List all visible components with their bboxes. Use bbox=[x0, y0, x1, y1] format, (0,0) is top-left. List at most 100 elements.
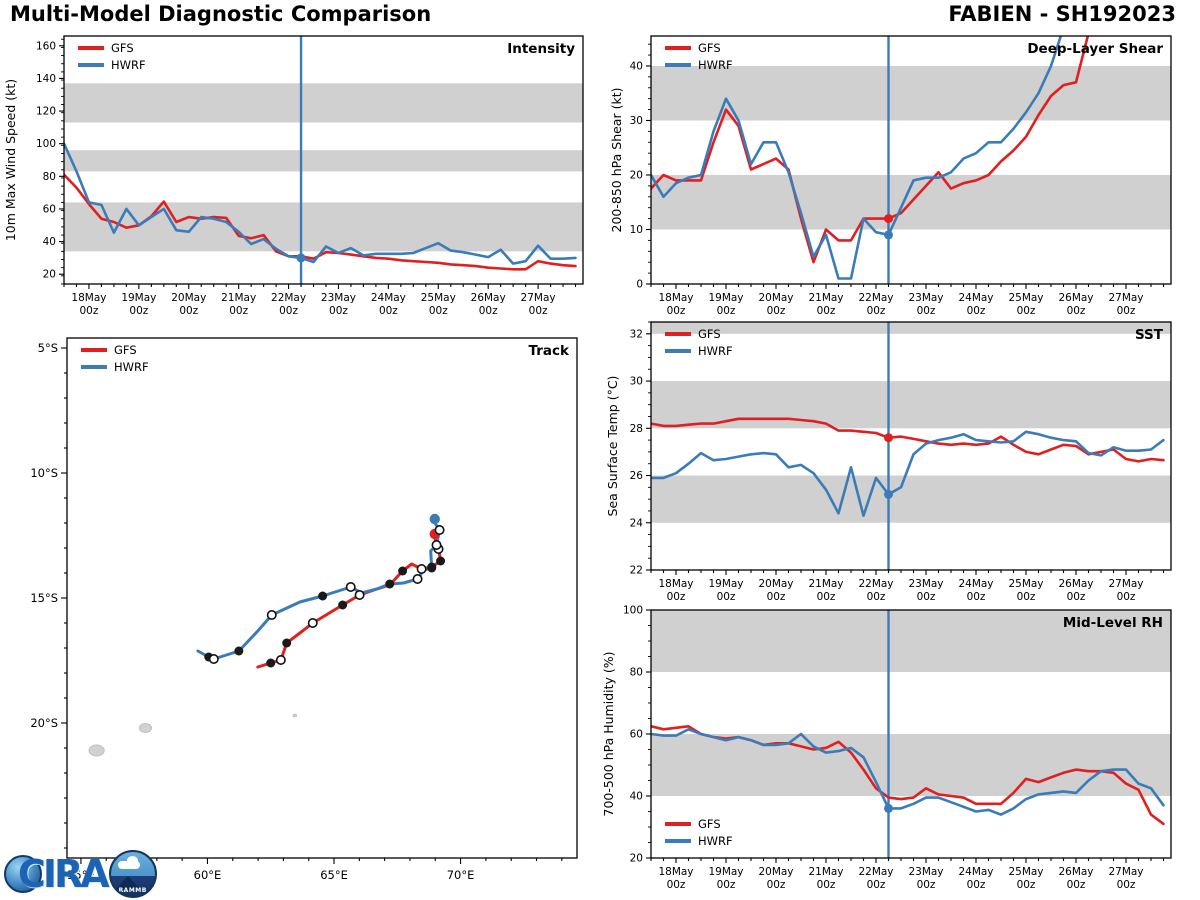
lat-tick-label: 15°S bbox=[30, 591, 58, 605]
x-tick-label: 24May bbox=[958, 292, 993, 304]
hwrf-line bbox=[651, 728, 1165, 816]
x-tick-sublabel: 00z bbox=[767, 591, 786, 603]
x-tick-sublabel: 00z bbox=[917, 591, 936, 603]
axes-ticks: 18May00z19May00z20May00z21May00z22May00z… bbox=[630, 43, 1165, 317]
x-tick-sublabel: 00z bbox=[767, 879, 786, 891]
x-tick-label: 22May bbox=[271, 292, 306, 304]
plot-frame bbox=[650, 321, 1172, 571]
x-tick-sublabel: 00z bbox=[667, 591, 686, 603]
deep-layer-shear-chart: Deep-Layer Shear18May00z19May00z20May00z… bbox=[609, 35, 1172, 317]
shaded-band bbox=[64, 150, 583, 172]
y-tick-label: 26 bbox=[630, 470, 644, 482]
y-axis-label: 700-500 hPa Humidity (%) bbox=[601, 651, 616, 816]
lat-tick-label: 20°S bbox=[30, 716, 58, 730]
x-tick-label: 27May bbox=[521, 292, 556, 304]
x-tick-sublabel: 00z bbox=[229, 305, 248, 317]
y-tick-label: 160 bbox=[36, 40, 56, 52]
panel-corner-label: Intensity bbox=[507, 41, 575, 57]
lon-tick-label: 70°E bbox=[447, 868, 475, 882]
x-tick-sublabel: 00z bbox=[1017, 591, 1036, 603]
legend-label-hwrf: HWRF bbox=[114, 360, 149, 374]
analysis-dot-hwrf bbox=[884, 803, 893, 813]
gfs-line bbox=[651, 417, 1165, 463]
x-tick-label: 26May bbox=[1058, 578, 1093, 590]
cira-globe-icon bbox=[4, 855, 42, 893]
y-tick-label: 60 bbox=[630, 729, 643, 741]
shaded-band bbox=[651, 65, 1171, 121]
y-tick-label: 20 bbox=[630, 169, 643, 181]
x-tick-sublabel: 00z bbox=[867, 879, 886, 891]
track-fix-open bbox=[345, 582, 356, 593]
legend-label-gfs: GFS bbox=[111, 41, 134, 55]
hwrf-track-line bbox=[196, 517, 442, 661]
panel-corner-label: SST bbox=[1135, 327, 1164, 343]
x-tick-label: 20May bbox=[758, 578, 793, 590]
x-tick-sublabel: 00z bbox=[1117, 305, 1136, 317]
y-tick-label: 10 bbox=[630, 224, 643, 236]
legend: GFS HWRF bbox=[78, 41, 146, 72]
x-tick-sublabel: 00z bbox=[1067, 591, 1086, 603]
track-fix-filled bbox=[318, 591, 328, 601]
lon-tick-label: 60°E bbox=[194, 868, 222, 882]
x-tick-label: 23May bbox=[908, 578, 943, 590]
y-tick-label: 80 bbox=[630, 667, 643, 679]
x-tick-sublabel: 00z bbox=[529, 305, 548, 317]
x-tick-label: 25May bbox=[1008, 578, 1043, 590]
cloud-icon bbox=[117, 856, 140, 869]
analysis-dot-hwrf bbox=[296, 253, 306, 263]
hwrf-track-end-dot bbox=[429, 513, 440, 525]
panel-corner-label: Deep-Layer Shear bbox=[1027, 41, 1163, 57]
x-tick-label: 22May bbox=[858, 578, 893, 590]
lat-tick-label: 10°S bbox=[30, 466, 58, 480]
x-tick-label: 27May bbox=[1108, 292, 1143, 304]
y-tick-label: 40 bbox=[630, 60, 643, 72]
x-tick-sublabel: 00z bbox=[429, 305, 448, 317]
y-tick-label: 30 bbox=[630, 115, 643, 127]
x-tick-label: 25May bbox=[421, 292, 456, 304]
rammb-badge-icon: RAMMB bbox=[108, 850, 157, 898]
x-tick-label: 22May bbox=[858, 866, 893, 878]
x-tick-label: 23May bbox=[321, 292, 356, 304]
y-tick-label: 100 bbox=[36, 138, 56, 150]
x-tick-label: 18May bbox=[658, 578, 693, 590]
x-tick-sublabel: 00z bbox=[129, 305, 148, 317]
x-tick-label: 23May bbox=[908, 866, 943, 878]
island-shape bbox=[88, 744, 105, 757]
track-fix-open bbox=[434, 525, 445, 536]
hwrf-line bbox=[64, 142, 577, 265]
x-tick-label: 21May bbox=[808, 578, 843, 590]
track-fix-open bbox=[354, 589, 365, 600]
legend-label-hwrf: HWRF bbox=[698, 58, 733, 72]
x-tick-label: 19May bbox=[708, 578, 743, 590]
analysis-dot-gfs bbox=[884, 214, 893, 224]
plot-frame bbox=[650, 35, 1172, 285]
track-fix-filled bbox=[338, 600, 348, 610]
y-tick-label: 22 bbox=[630, 565, 643, 577]
track-fix-open bbox=[307, 617, 318, 628]
track-fix-open bbox=[431, 540, 442, 551]
legend-label-gfs: GFS bbox=[114, 343, 137, 357]
x-tick-sublabel: 00z bbox=[379, 305, 398, 317]
island-shape bbox=[292, 713, 298, 718]
x-tick-sublabel: 00z bbox=[867, 305, 886, 317]
rammb-logo-text: RAMMB bbox=[118, 887, 147, 894]
x-tick-sublabel: 00z bbox=[917, 879, 936, 891]
shaded-band bbox=[651, 734, 1171, 796]
legend-label-hwrf: HWRF bbox=[698, 344, 733, 358]
y-tick-label: 40 bbox=[630, 791, 643, 803]
y-tick-label: 140 bbox=[36, 73, 56, 85]
track-fix-open bbox=[266, 609, 277, 620]
y-tick-label: 60 bbox=[43, 203, 56, 215]
shaded-band bbox=[651, 322, 1171, 334]
x-tick-sublabel: 00z bbox=[1067, 305, 1086, 317]
panel-corner-label: Mid-Level RH bbox=[1063, 615, 1163, 631]
analysis-dot-gfs bbox=[884, 433, 893, 443]
x-tick-label: 19May bbox=[121, 292, 156, 304]
y-tick-label: 20 bbox=[630, 853, 643, 865]
x-tick-sublabel: 00z bbox=[817, 305, 836, 317]
track-map-chart: Track 55°E 60°E 65°E 70°E 5°S 10°S 15°S 20°S GFS H… bbox=[30, 337, 578, 882]
y-tick-label: 40 bbox=[43, 236, 56, 248]
x-tick-label: 25May bbox=[1008, 866, 1043, 878]
panel-corner-label: Track bbox=[529, 343, 570, 359]
y-tick-label: 0 bbox=[636, 279, 643, 291]
